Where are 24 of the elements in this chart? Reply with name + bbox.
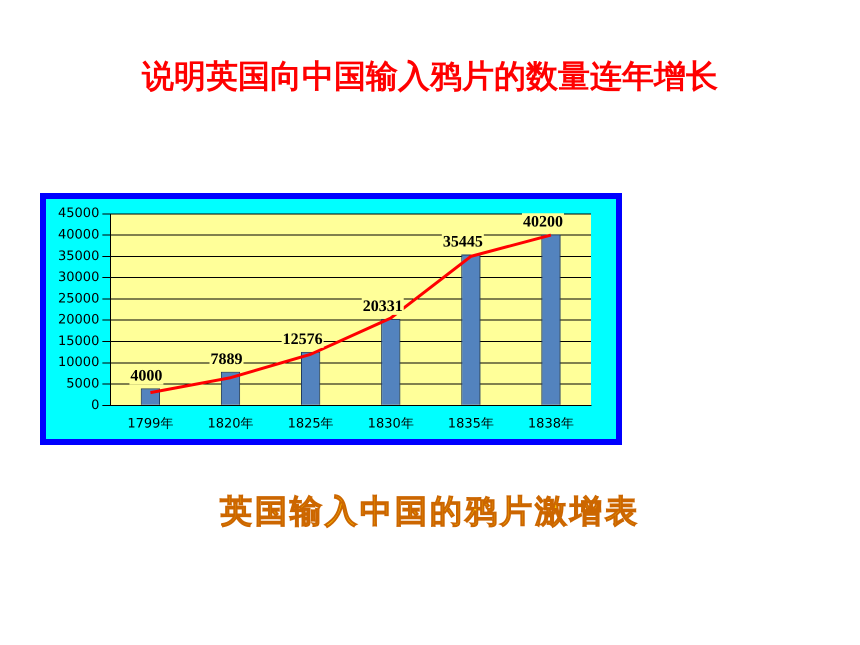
y-tick-label: 45000 (58, 206, 100, 222)
y-tick-label: 30000 (58, 270, 100, 286)
data-label: 4000 (130, 368, 162, 385)
y-tick-label: 25000 (58, 291, 100, 306)
x-tick-label: 1799年 (127, 416, 174, 432)
x-tick-label: 1820年 (207, 416, 254, 432)
data-label: 40200 (522, 213, 563, 230)
chart-title: 说明英国向中国输入鸦片的数量连年增长 (140, 56, 719, 97)
x-tick-label: 1830年 (368, 416, 414, 432)
y-tick-label: 0 (91, 398, 100, 413)
y-tick-label: 20000 (58, 312, 100, 328)
y-tick-label: 5000 (66, 376, 100, 392)
x-tick-label: 1825年 (288, 416, 334, 432)
data-label: 35445 (442, 234, 483, 251)
data-label: 20331 (362, 298, 403, 315)
text: 英国输入中国的鸦片激增表 (219, 491, 641, 532)
y-tick-label: 10000 (58, 355, 100, 370)
y-tick-label: 40000 (58, 227, 100, 242)
y-tick-label: 15000 (58, 334, 100, 349)
data-label: 12576 (282, 330, 323, 348)
y-tick-label: 35000 (58, 248, 100, 264)
data-label: 7889 (210, 350, 243, 368)
x-tick-label: 1835年 (448, 416, 494, 432)
x-tick-label: 1838年 (528, 416, 574, 432)
